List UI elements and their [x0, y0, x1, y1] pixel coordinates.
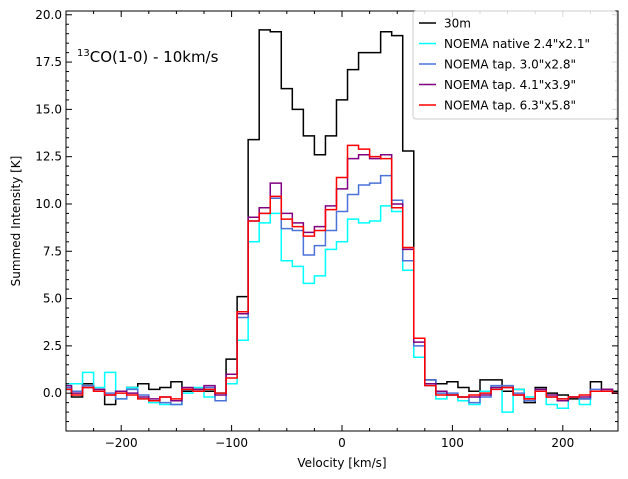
x-tick-label: 200	[551, 436, 574, 450]
y-tick-label: 7.5	[43, 244, 62, 258]
legend-label-0: 30m	[444, 17, 471, 31]
plot-frame	[65, 10, 619, 432]
x-tick-label: 100	[441, 436, 464, 450]
ticks-layer: −200 −100 0 100 200 0.0 2.5 5.0 7.5 10.0 12.5 15.0 1…	[35, 8, 619, 450]
x-axis-label: Velocity [km/s]	[297, 456, 386, 470]
annotation-superscript: 13	[77, 48, 90, 59]
annotation-text: CO(1-0) - 10km/s	[90, 48, 219, 66]
y-tick-label: 10.0	[35, 197, 62, 211]
x-tick-label: 0	[338, 436, 346, 450]
legend-box	[412, 10, 618, 120]
y-tick-label: 5.0	[43, 292, 62, 306]
chart-annotation: 13CO(1-0) - 10km/s	[77, 48, 219, 66]
y-tick-label: 15.0	[35, 102, 62, 116]
y-tick-label: 12.5	[35, 150, 62, 164]
legend-label-2: NOEMA tap. 3.0"x2.8"	[444, 58, 576, 72]
y-tick-label: 20.0	[35, 8, 62, 22]
legend-label-4: NOEMA tap. 6.3"x5.8"	[444, 99, 576, 113]
legend-label-1: NOEMA native 2.4"x2.1"	[444, 37, 590, 51]
y-axis-label: Summed Intensity [K]	[9, 156, 23, 287]
legend: 30m NOEMA native 2.4"x2.1" NOEMA tap. 3.0"…	[412, 10, 618, 120]
series-line-4	[66, 144, 618, 402]
legend-label-3: NOEMA tap. 4.1"x3.9"	[444, 78, 576, 92]
x-tick-label: −200	[105, 436, 138, 450]
y-tick-label: 2.5	[43, 339, 62, 353]
y-tick-label: 17.5	[35, 55, 62, 69]
series-layer	[66, 29, 618, 413]
y-tick-label: 0.0	[43, 386, 62, 400]
x-tick-label: −100	[215, 436, 248, 450]
